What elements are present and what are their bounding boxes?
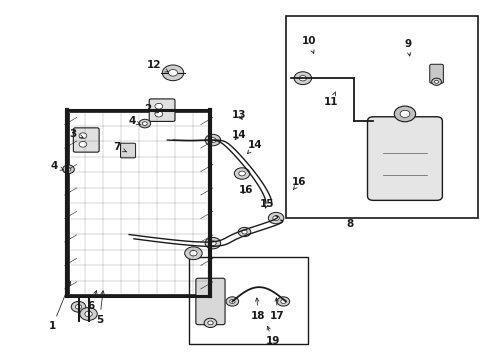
Circle shape (71, 301, 85, 312)
Text: 6: 6 (87, 291, 97, 311)
Circle shape (203, 318, 216, 328)
FancyBboxPatch shape (120, 143, 135, 158)
Circle shape (209, 241, 216, 246)
Circle shape (242, 230, 246, 234)
Text: 12: 12 (147, 60, 168, 72)
Circle shape (272, 216, 279, 220)
FancyBboxPatch shape (73, 128, 99, 152)
Circle shape (299, 76, 306, 81)
Text: 8: 8 (346, 219, 353, 229)
Circle shape (62, 165, 74, 174)
Text: 7: 7 (113, 142, 126, 152)
Text: 17: 17 (270, 298, 285, 321)
Text: 18: 18 (250, 298, 265, 321)
Text: 16: 16 (238, 185, 253, 195)
Text: 9: 9 (404, 39, 410, 56)
Circle shape (393, 106, 415, 122)
Text: 14: 14 (247, 140, 262, 154)
Circle shape (229, 300, 235, 303)
Text: 19: 19 (265, 326, 279, 346)
Circle shape (204, 134, 220, 146)
Circle shape (79, 141, 87, 147)
Circle shape (280, 300, 285, 303)
FancyBboxPatch shape (196, 278, 224, 325)
Text: 2: 2 (144, 104, 158, 113)
Circle shape (268, 212, 284, 224)
Circle shape (80, 307, 97, 320)
Circle shape (204, 238, 220, 249)
Circle shape (155, 103, 163, 109)
Text: 4: 4 (128, 116, 141, 126)
Circle shape (79, 133, 87, 139)
Circle shape (293, 72, 311, 85)
Circle shape (66, 167, 71, 171)
Circle shape (155, 111, 163, 117)
Text: 4: 4 (50, 161, 63, 171)
Text: 16: 16 (292, 177, 306, 190)
Circle shape (162, 65, 183, 81)
Circle shape (277, 297, 289, 306)
Bar (285, 16, 477, 217)
Circle shape (207, 321, 213, 325)
Circle shape (238, 228, 250, 237)
Text: 14: 14 (231, 130, 245, 140)
Circle shape (139, 119, 150, 128)
Bar (188, 257, 307, 344)
Circle shape (142, 122, 147, 125)
Circle shape (399, 111, 409, 117)
Text: 5: 5 (96, 291, 104, 325)
Circle shape (225, 297, 238, 306)
Text: 3: 3 (70, 129, 83, 139)
Circle shape (189, 251, 197, 256)
Bar (69, 112, 207, 294)
Circle shape (238, 171, 245, 176)
Circle shape (85, 311, 92, 317)
Text: 15: 15 (259, 199, 274, 209)
Circle shape (168, 69, 177, 76)
Circle shape (434, 80, 438, 83)
Text: 10: 10 (301, 36, 316, 53)
FancyBboxPatch shape (367, 117, 442, 201)
Text: 11: 11 (323, 92, 338, 107)
Circle shape (75, 305, 81, 309)
Circle shape (184, 247, 202, 260)
FancyBboxPatch shape (429, 64, 443, 83)
Circle shape (209, 138, 216, 143)
FancyBboxPatch shape (149, 99, 175, 121)
Circle shape (431, 78, 441, 85)
Text: 13: 13 (231, 110, 245, 120)
Circle shape (234, 168, 249, 179)
Text: 1: 1 (49, 282, 71, 332)
